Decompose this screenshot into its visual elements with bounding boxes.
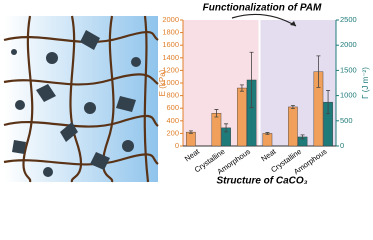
x-axis-title: Structure of CaCO₃ <box>216 176 307 187</box>
error-bar <box>290 104 295 109</box>
y2-tick-label: 1000 <box>340 91 357 100</box>
y-tick-label: 400 <box>166 116 179 125</box>
schematic <box>3 15 159 183</box>
figure: Functionalization of PAM Structure of Ca… <box>3 3 370 187</box>
chart-title: Functionalization of PAM <box>203 3 322 14</box>
y2-tick-label: 2500 <box>340 15 357 24</box>
error-bar <box>300 134 305 140</box>
error-bar <box>249 51 254 109</box>
y2-tick-label: 500 <box>340 116 353 125</box>
error-bar <box>224 123 229 133</box>
error-bar <box>239 84 244 92</box>
y-tick-label: 1600 <box>162 40 179 49</box>
bar <box>186 131 196 147</box>
error-bar <box>326 90 331 115</box>
error-bar <box>188 130 193 134</box>
bar <box>288 106 298 147</box>
y-tick-label: 200 <box>166 128 179 137</box>
error-bar <box>214 109 219 118</box>
y2-tick-label: 2000 <box>340 40 357 49</box>
y-tick-label: 600 <box>166 103 179 112</box>
bar <box>237 87 247 147</box>
bar <box>211 113 222 147</box>
error-bar <box>316 55 321 88</box>
y2-tick-label: 0 <box>340 141 344 150</box>
y-tick-label: 1400 <box>162 53 179 62</box>
arrow <box>231 13 297 27</box>
y-tick-label: 0 <box>175 141 179 150</box>
bar <box>262 133 273 147</box>
y-tick-label: 800 <box>166 91 179 100</box>
y-tick-label: 1000 <box>162 78 179 87</box>
y-tick-label: 1200 <box>162 65 179 74</box>
y-axis-title: E (kPa) <box>158 69 167 96</box>
x-tick-label: Neat <box>259 146 278 163</box>
y2-axis-title: Γ (J m⁻²) <box>361 67 370 99</box>
error-bar <box>265 132 270 135</box>
y-tick-label: 2000 <box>162 15 179 24</box>
arrow-head <box>290 21 296 26</box>
x-tick-label: Neat <box>183 146 202 163</box>
y2-tick-label: 1500 <box>340 65 357 74</box>
y-tick-label: 1800 <box>162 28 179 37</box>
